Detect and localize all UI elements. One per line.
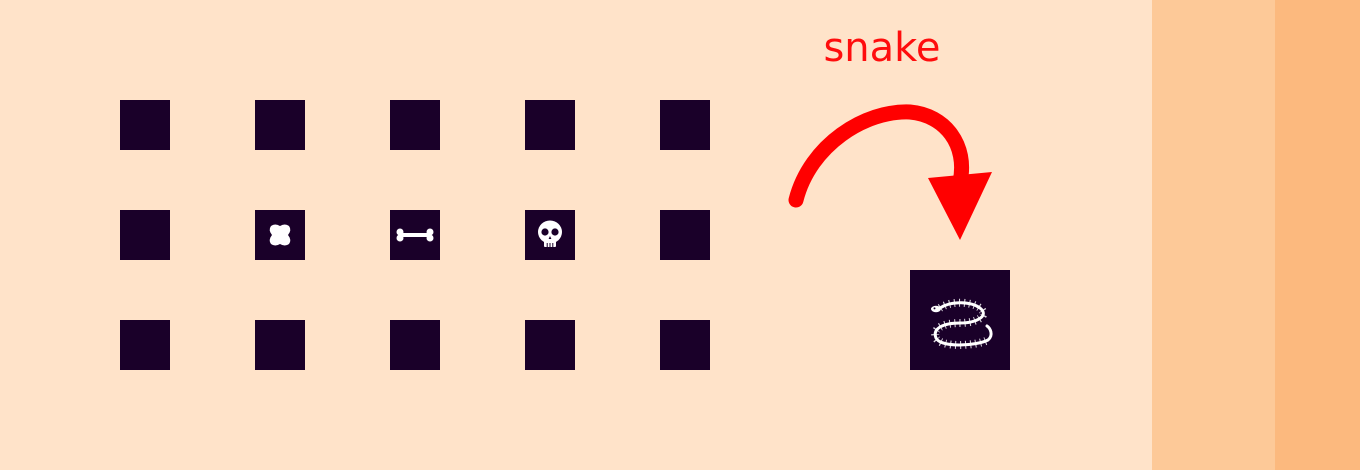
bone-icon <box>396 228 434 242</box>
snake-skeleton-icon <box>931 298 993 349</box>
inventory-slot[interactable] <box>660 320 710 370</box>
side-panel-band-light <box>1152 0 1275 470</box>
inventory-slot[interactable] <box>525 100 575 150</box>
inventory-slot[interactable] <box>525 320 575 370</box>
inventory-slot[interactable] <box>255 320 305 370</box>
inventory-slot[interactable] <box>660 100 710 150</box>
craft-result-slot[interactable] <box>910 270 1010 370</box>
inventory-slot[interactable] <box>390 320 440 370</box>
inventory-slot[interactable] <box>120 210 170 260</box>
skull-icon <box>538 220 562 247</box>
side-panel-band-dark <box>1275 0 1360 470</box>
inventory-slot-leather[interactable] <box>255 210 305 260</box>
inventory-slot[interactable] <box>120 320 170 370</box>
craft-result-label: snake <box>823 25 941 71</box>
inventory-slot-bone[interactable] <box>390 210 440 260</box>
inventory-slot[interactable] <box>390 100 440 150</box>
inventory-grid <box>120 100 710 370</box>
inventory-slot[interactable] <box>255 100 305 150</box>
inventory-slot-skull[interactable] <box>525 210 575 260</box>
inventory-slot[interactable] <box>660 210 710 260</box>
leather-piece-icon <box>269 224 291 246</box>
craft-arrow-icon <box>788 104 992 240</box>
inventory-slot[interactable] <box>120 100 170 150</box>
